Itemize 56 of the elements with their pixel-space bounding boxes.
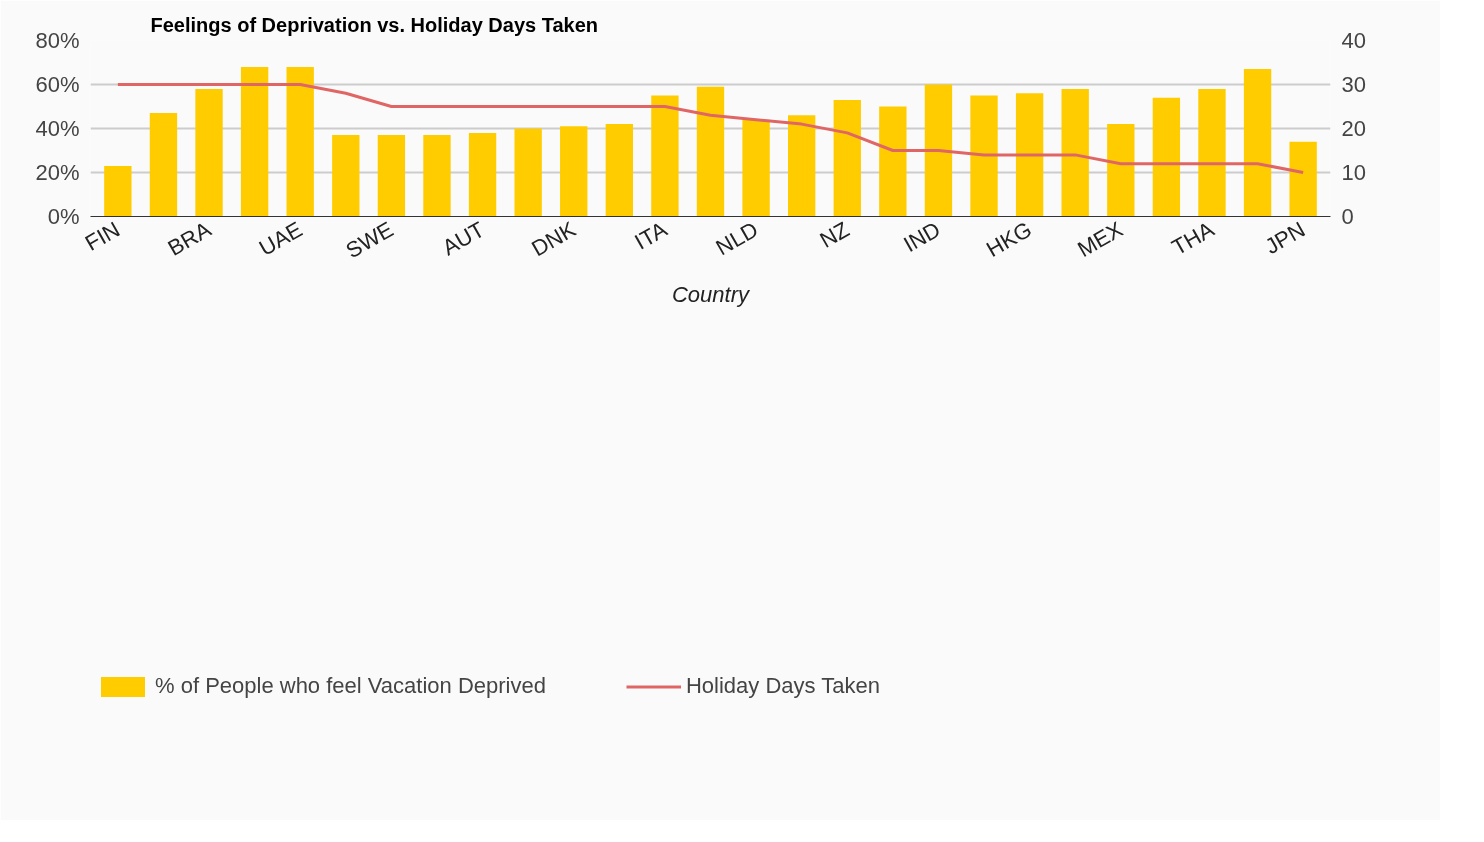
bar	[286, 66, 314, 217]
y2-tick-label: 20	[1341, 116, 1366, 141]
legend-label: Holiday Days Taken	[685, 673, 880, 699]
x-tick-label: MEX	[1073, 216, 1128, 263]
x-tick-label: JPN	[1260, 216, 1310, 259]
x-tick-label: ITA	[630, 216, 672, 255]
x-tick-label: THA	[1167, 216, 1219, 261]
x-tick-label: FIN	[80, 216, 125, 256]
y-tick-label: 0%	[47, 204, 80, 229]
bar	[104, 165, 132, 217]
y2-tick-label: 10	[1341, 160, 1366, 185]
legend-label: % of People who feel Vacation Deprived	[155, 673, 546, 699]
bar	[924, 84, 953, 217]
y2-tick-label: 30	[1341, 72, 1366, 97]
x-tick-label: DNK	[527, 216, 581, 262]
bar	[149, 113, 178, 217]
bar	[788, 115, 816, 217]
y-tick-label: 60%	[35, 72, 80, 97]
bar	[468, 132, 497, 217]
chart-title: Feelings of Deprivation vs. Holiday Days Taken	[150, 13, 599, 36]
bar	[332, 135, 360, 217]
line-series	[116, 83, 1305, 174]
y-tick-label: 80%	[35, 28, 80, 53]
x-tick-label: NLD	[711, 216, 763, 261]
x-tick-label: SWE	[341, 216, 398, 264]
bar	[1243, 69, 1272, 217]
bar	[240, 66, 269, 217]
bar	[1152, 97, 1181, 217]
bar	[970, 95, 998, 217]
y-tick-label: 20%	[35, 160, 80, 185]
bar	[1107, 124, 1135, 217]
x-tick-label: HKG	[982, 216, 1036, 263]
bar	[423, 135, 451, 217]
bar	[377, 135, 406, 217]
x-tick-label: AUT	[438, 216, 489, 261]
x-tick-label: BRA	[163, 216, 216, 261]
bar	[605, 124, 633, 217]
bar	[696, 86, 725, 217]
bar	[1289, 141, 1317, 217]
x-axis-title: Country	[671, 282, 752, 308]
x-tick-label: NZ	[815, 216, 854, 253]
y2-tick-label: 40	[1341, 28, 1366, 53]
bar	[651, 95, 679, 217]
bar	[1198, 88, 1226, 217]
bar	[560, 126, 588, 217]
bar	[1061, 88, 1089, 217]
bar	[833, 99, 861, 217]
y-tick-label: 40%	[35, 116, 80, 141]
bar	[195, 88, 223, 217]
bar	[879, 106, 907, 217]
bar	[1015, 93, 1044, 217]
x-tick-label: IND	[899, 216, 945, 258]
x-tick-label: UAE	[254, 216, 307, 261]
bar	[742, 119, 770, 217]
y2-tick-label: 0	[1341, 204, 1354, 229]
bar	[514, 128, 542, 217]
